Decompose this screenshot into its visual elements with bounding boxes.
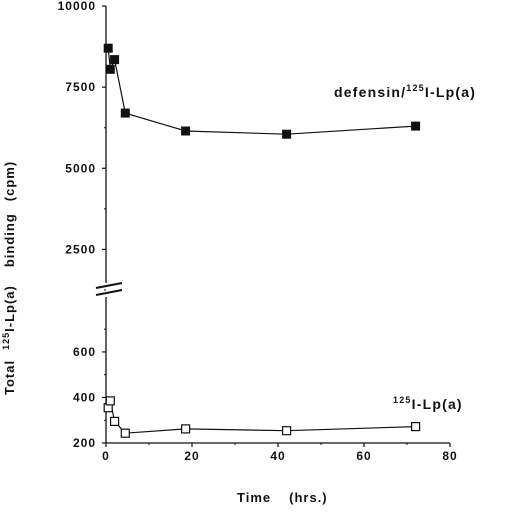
axis-break-mark [95,282,123,296]
x-tick-label: 80 [442,449,457,463]
x-axis-title: Time (hrs.) [237,490,328,505]
x-axis-title-main: Time [237,490,271,505]
y-upper-tick-label: 5000 [65,161,96,175]
data-point-0-4 [181,126,191,136]
ticks [102,5,451,447]
y-axis-title-prefix: Total [2,360,17,395]
data-point-1-5 [282,426,292,436]
x-tick-label: 20 [184,449,199,463]
y-axis-title: Total 125I-Lp(a) binding (cpm) [1,161,17,395]
data-point-0-0 [103,43,113,53]
y-lower-tick-label: 400 [73,390,96,404]
data-point-1-2 [109,416,120,426]
series-line-1 [107,398,416,434]
data-point-0-1 [105,64,115,74]
data-point-0-6 [411,121,421,131]
data-point-1-3 [120,428,130,438]
data-point-0-2 [110,55,120,65]
y-upper-tick-label: 7500 [65,80,96,94]
tick-labels: 2500 5000 7500 10000 200 400 600 0 20 40 60 80 [58,0,457,463]
data-point-1-4 [181,424,191,434]
data-point-1-6 [411,422,421,432]
y-axis-title-sup: 125 [1,332,11,350]
data-point-1-1 [105,396,115,406]
series-label-defensin: defensin/125I-Lp(a) [334,83,476,100]
axes: 2500 5000 7500 10000 200 400 600 0 20 40 60 80 [58,0,457,463]
x-tick-label: 60 [356,449,371,463]
y-axis-title-units: (cpm) [2,161,17,201]
y-axis-title-main: I-Lp(a) [2,285,17,332]
x-axis-title-units: (hrs.) [289,490,328,505]
y-upper-tick-label: 2500 [65,242,96,256]
y-lower-tick-label: 200 [73,436,96,450]
y-axis-title-binding: binding [2,213,17,267]
data-point-0-5 [282,129,292,139]
x-tick-label: 40 [270,449,285,463]
data-point-0-3 [120,108,130,118]
x-tick-label: 0 [102,449,110,463]
y-lower-tick-label: 600 [73,345,96,359]
series-layer [103,43,421,438]
y-upper-tick-label: 10000 [58,0,96,13]
series-label-lpa: 125I-Lp(a) [393,395,463,412]
